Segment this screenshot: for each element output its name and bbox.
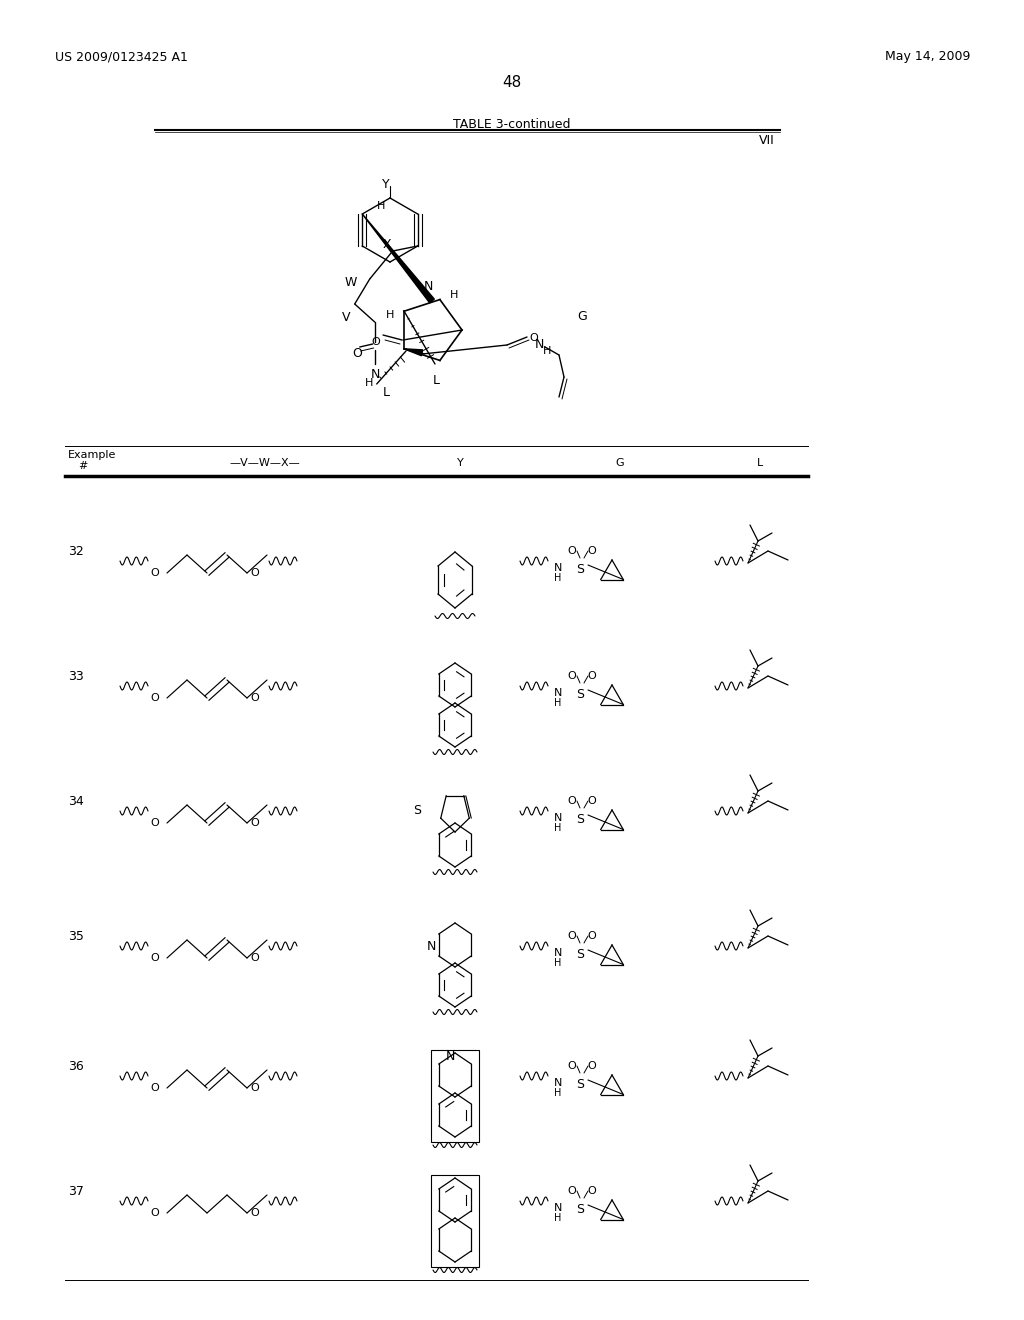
Text: G: G — [615, 458, 625, 469]
Text: N: N — [423, 280, 433, 293]
Text: H: H — [554, 958, 562, 968]
Text: O: O — [567, 931, 577, 941]
Text: O: O — [151, 1082, 160, 1093]
Polygon shape — [362, 214, 434, 302]
Text: S: S — [575, 1078, 584, 1092]
Text: #: # — [78, 461, 87, 471]
Text: H: H — [377, 201, 385, 211]
Text: N: N — [371, 368, 380, 381]
Text: V: V — [342, 312, 350, 323]
Text: L: L — [383, 385, 390, 399]
Text: N: N — [554, 813, 562, 822]
Text: O: O — [151, 693, 160, 704]
Text: O: O — [588, 931, 596, 941]
Text: O: O — [588, 671, 596, 681]
Text: N: N — [554, 564, 562, 573]
Text: S: S — [575, 813, 584, 826]
Text: S: S — [575, 948, 584, 961]
Text: 34: 34 — [68, 795, 84, 808]
Text: S: S — [575, 1203, 584, 1216]
Text: May 14, 2009: May 14, 2009 — [885, 50, 970, 63]
Text: —V—W—X—: —V—W—X— — [229, 458, 300, 469]
Text: VII: VII — [759, 135, 775, 147]
Text: H: H — [554, 573, 562, 583]
Text: Example: Example — [68, 450, 117, 459]
Text: O: O — [251, 1082, 259, 1093]
Text: 48: 48 — [503, 75, 521, 90]
Text: 35: 35 — [68, 931, 84, 942]
Text: O: O — [567, 1185, 577, 1196]
Text: X: X — [383, 238, 392, 251]
Text: H: H — [543, 346, 551, 356]
Text: O: O — [529, 333, 538, 343]
Text: L: L — [433, 374, 440, 387]
Text: O: O — [588, 1185, 596, 1196]
Text: 36: 36 — [68, 1060, 84, 1073]
Text: O: O — [251, 693, 259, 704]
Text: H: H — [554, 1213, 562, 1224]
Text: H: H — [365, 378, 373, 388]
Bar — [431, 1175, 478, 1267]
Text: 32: 32 — [68, 545, 84, 558]
Text: O: O — [371, 337, 380, 347]
Text: O: O — [151, 568, 160, 578]
Text: N: N — [554, 1203, 562, 1213]
Text: H: H — [386, 310, 394, 319]
Text: O: O — [567, 671, 577, 681]
Text: O: O — [588, 1061, 596, 1071]
Bar — [431, 1049, 478, 1142]
Text: N: N — [554, 1078, 562, 1088]
Text: L: L — [757, 458, 763, 469]
Text: N: N — [427, 940, 436, 953]
Text: US 2009/0123425 A1: US 2009/0123425 A1 — [55, 50, 187, 63]
Text: O: O — [567, 796, 577, 807]
Text: N: N — [445, 1049, 455, 1063]
Text: O: O — [567, 546, 577, 556]
Text: S: S — [575, 564, 584, 576]
Text: S: S — [413, 804, 421, 817]
Text: O: O — [151, 953, 160, 964]
Text: O: O — [251, 818, 259, 828]
Text: O: O — [251, 953, 259, 964]
Text: Y: Y — [457, 458, 464, 469]
Text: H: H — [554, 698, 562, 708]
Text: N: N — [554, 948, 562, 958]
Text: O: O — [151, 818, 160, 828]
Text: TABLE 3-continued: TABLE 3-continued — [454, 117, 570, 131]
Text: 33: 33 — [68, 671, 84, 682]
Text: O: O — [251, 568, 259, 578]
Text: H: H — [554, 1088, 562, 1098]
Text: O: O — [588, 546, 596, 556]
Polygon shape — [404, 348, 423, 355]
Text: O: O — [567, 1061, 577, 1071]
Text: 37: 37 — [68, 1185, 84, 1199]
Text: G: G — [577, 310, 587, 323]
Text: O: O — [251, 1208, 259, 1218]
Text: S: S — [575, 688, 584, 701]
Text: O: O — [588, 796, 596, 807]
Text: N: N — [535, 338, 545, 351]
Text: H: H — [554, 822, 562, 833]
Text: W: W — [344, 276, 356, 289]
Text: H: H — [450, 290, 459, 300]
Text: N: N — [554, 688, 562, 698]
Text: O: O — [151, 1208, 160, 1218]
Text: O: O — [352, 347, 362, 360]
Text: Y: Y — [382, 178, 390, 191]
